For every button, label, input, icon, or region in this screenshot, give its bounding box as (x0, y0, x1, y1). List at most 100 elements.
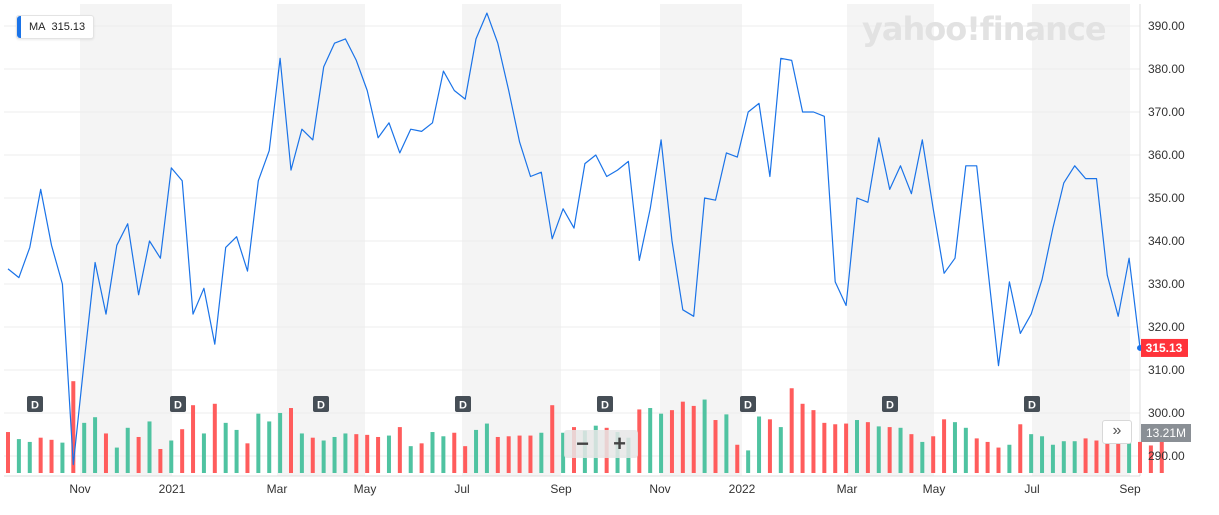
volume-bar (136, 436, 141, 473)
volume-bar (659, 413, 664, 473)
volume-bar (844, 423, 849, 473)
volume-bar (931, 436, 936, 473)
dividend-marker-box (170, 396, 186, 412)
volume-tag-bg (1141, 424, 1191, 442)
volume-bar (691, 405, 696, 473)
volume-bar (278, 412, 283, 473)
expand-chart-button[interactable]: » (1102, 420, 1132, 444)
volume-bar (16, 439, 21, 473)
dividend-marker-box (313, 396, 329, 412)
dividend-marker-box (740, 396, 756, 412)
dividend-marker-label: D (744, 400, 752, 412)
volume-bar (452, 432, 457, 473)
volume-bar (245, 443, 250, 473)
volume-bar (528, 435, 533, 473)
volume-bar (1050, 444, 1055, 473)
volume-bar (463, 446, 468, 473)
volume-bar (767, 419, 772, 473)
volume-bar (321, 440, 326, 473)
volume-bar (898, 427, 903, 473)
volume-bar (191, 405, 196, 473)
volume-bar (1061, 441, 1066, 473)
dividend-marker: D (455, 396, 471, 412)
x-tick-label: 2021 (159, 482, 186, 496)
volume-bar (506, 436, 511, 473)
volume-bar (724, 414, 729, 473)
volume-bar (539, 432, 544, 473)
zoom-controls: − + (564, 430, 638, 458)
volume-bar (71, 381, 76, 473)
volume-bar (495, 436, 500, 473)
dividend-marker: D (27, 396, 43, 412)
volume-bar (397, 427, 402, 473)
volume-bar (169, 440, 174, 473)
x-tick-label: Sep (1119, 482, 1141, 496)
volume-bar (920, 441, 925, 473)
dividend-marker-label: D (31, 400, 39, 412)
series-legend[interactable]: MA 315.13 (16, 15, 95, 39)
volume-bar (103, 433, 108, 473)
dividend-marker-box (597, 396, 613, 412)
legend-color-swatch (17, 16, 21, 38)
volume-bar (637, 409, 642, 473)
volume-bar (1083, 438, 1088, 473)
volume-bar (408, 446, 413, 473)
volume-bar (299, 433, 304, 473)
volume-bar (201, 433, 206, 473)
volume-bar (1018, 424, 1023, 473)
x-tick-label: 2022 (729, 482, 756, 496)
dividend-marker: D (170, 396, 186, 412)
volume-bar (1094, 440, 1099, 473)
volume-bar (125, 427, 130, 473)
x-tick-label: Mar (267, 482, 288, 496)
volume-tag-label: 13.21M (1146, 426, 1186, 440)
volume-bar (419, 443, 424, 473)
volume-bar (343, 433, 348, 473)
dividend-marker: D (1024, 396, 1040, 412)
volume-bar (648, 408, 653, 473)
volume-bar (114, 447, 119, 473)
volume-tag: 13.21M (1141, 424, 1191, 442)
legend-series-value: 315.13 (51, 21, 86, 33)
x-tick-label: Sep (550, 482, 572, 496)
y-tick-label: 370.00 (1148, 105, 1185, 119)
volume-bar (256, 413, 261, 473)
y-tick-label: 320.00 (1148, 320, 1185, 334)
volume-bar (1105, 441, 1110, 473)
zoom-out-button[interactable]: − (576, 431, 589, 456)
month-band (1032, 4, 1130, 476)
volume-bar (996, 447, 1001, 473)
dividend-marker-label: D (1028, 400, 1036, 412)
volume-bar (365, 434, 370, 473)
volume-bar (942, 419, 947, 473)
dividend-marker: D (597, 396, 613, 412)
volume-bar (1007, 444, 1012, 473)
volume-bar (1159, 441, 1164, 473)
volume-bar (561, 432, 566, 473)
volume-bar (267, 421, 272, 473)
volume-bar (180, 429, 185, 473)
dividend-marker: D (740, 396, 756, 412)
y-tick-label: 390.00 (1148, 19, 1185, 33)
volume-bar (800, 403, 805, 473)
dividend-marker: D (882, 396, 898, 412)
y-tick-label: 360.00 (1148, 148, 1185, 162)
volume-bar (332, 436, 337, 473)
legend-series-name: MA (29, 21, 46, 33)
y-tick-label: 300.00 (1148, 406, 1185, 420)
volume-bar (147, 421, 152, 473)
volume-bar (1127, 442, 1132, 473)
volume-bar (735, 444, 740, 473)
volume-bar (1138, 441, 1142, 473)
dividend-marker-label: D (459, 400, 467, 412)
volume-bar (60, 442, 65, 473)
volume-bar (952, 422, 957, 473)
volume-bar (484, 423, 489, 473)
volume-bar (49, 439, 54, 473)
volume-bar (887, 427, 892, 473)
zoom-in-button[interactable]: + (613, 431, 626, 456)
x-tick-label: May (923, 482, 946, 496)
volume-bar (289, 408, 293, 473)
